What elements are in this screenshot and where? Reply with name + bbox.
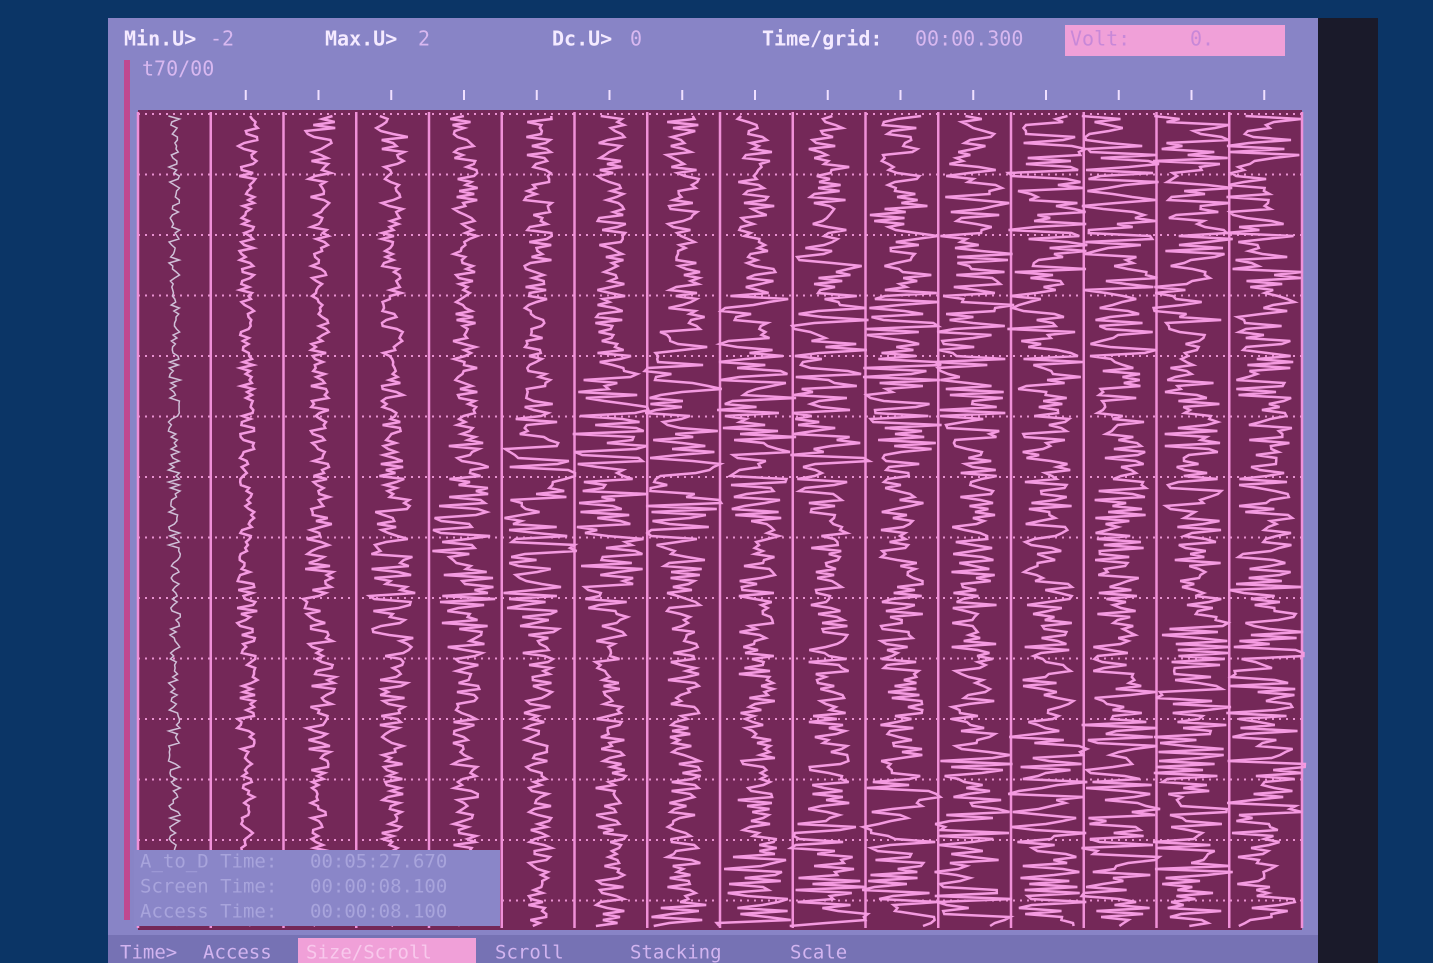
dc-label: Dc.U> xyxy=(552,27,612,51)
min-value: -2 xyxy=(210,27,234,51)
info-label: A_to_D Time: xyxy=(140,851,277,873)
max-value: 2 xyxy=(418,27,430,51)
max-label: Max.U> xyxy=(325,27,397,51)
menu-item[interactable]: Size/Scroll xyxy=(306,942,432,963)
volt-label: Volt: xyxy=(1070,27,1130,51)
screen-edge xyxy=(1318,18,1378,963)
page: Min.U> -2 Max.U> 2 Dc.U> 0 Time/grid: 00… xyxy=(0,0,1433,963)
info-label: Screen Time: xyxy=(140,876,277,898)
menu-item[interactable]: Stacking xyxy=(630,942,722,963)
screen: Min.U> -2 Max.U> 2 Dc.U> 0 Time/grid: 00… xyxy=(0,0,1433,963)
min-label: Min.U> xyxy=(124,27,196,51)
menu-item[interactable]: Scroll xyxy=(495,942,564,963)
time-grid-value: 00:00.300 xyxy=(915,27,1023,51)
info-value: 00:00:08.100 xyxy=(310,901,447,923)
info-label: Access Time: xyxy=(140,901,277,923)
time-grid-label: Time/grid: xyxy=(762,27,882,51)
menu-item[interactable]: Time> xyxy=(120,942,177,963)
menu-item[interactable]: Scale xyxy=(790,942,847,963)
dc-value: 0 xyxy=(630,27,642,51)
scroll-bar xyxy=(124,60,130,920)
volt-value: 0. xyxy=(1190,27,1214,51)
trace-label: t70/00 xyxy=(142,57,214,81)
menu-item[interactable]: Access xyxy=(203,942,272,963)
info-value: 00:05:27.670 xyxy=(310,851,447,873)
info-value: 00:00:08.100 xyxy=(310,876,447,898)
